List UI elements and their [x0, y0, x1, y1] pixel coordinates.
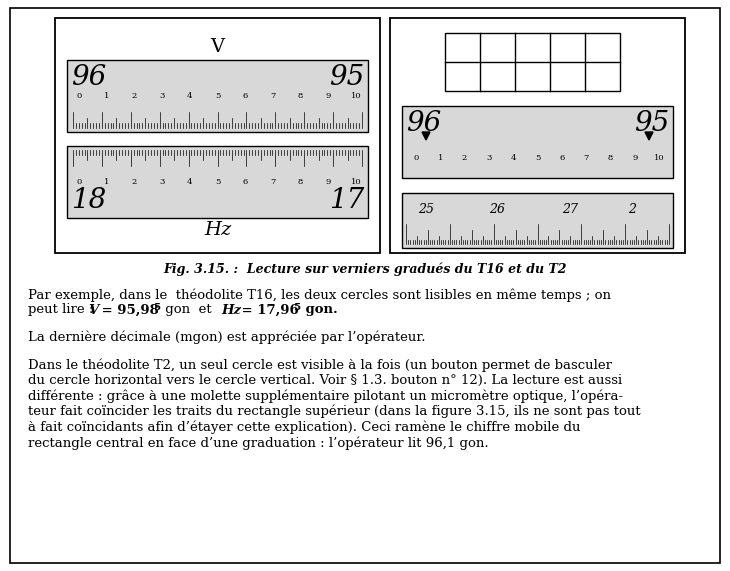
Bar: [67, 60, 368, 132]
Text: = 17,96: = 17,96: [237, 304, 299, 316]
Text: 6: 6: [242, 178, 247, 186]
Polygon shape: [422, 132, 430, 140]
Text: 3: 3: [159, 178, 165, 186]
Text: teur fait coïncider les traits du rectangle supérieur (dans la figure 3.15, ils : teur fait coïncider les traits du rectan…: [28, 405, 641, 419]
Text: différente : grâce à une molette supplémentaire pilotant un micromètre optique, : différente : grâce à une molette supplém…: [28, 389, 623, 403]
Text: 6: 6: [242, 92, 247, 100]
Text: 27: 27: [562, 203, 578, 216]
Bar: [445, 33, 620, 91]
Text: 95: 95: [328, 64, 364, 91]
Text: V: V: [210, 38, 225, 56]
Text: 9: 9: [326, 92, 331, 100]
Text: 95: 95: [634, 110, 669, 137]
Text: 96: 96: [406, 110, 441, 137]
Text: 0: 0: [77, 178, 82, 186]
Text: Fig. 3.15. :  Lecture sur verniers gradués du T16 et du T2: Fig. 3.15. : Lecture sur verniers gradué…: [164, 262, 566, 275]
Text: 5: 5: [293, 304, 300, 312]
Text: 8: 8: [298, 178, 303, 186]
Text: La dernière décimale (mgon) est appréciée par l’opérateur.: La dernière décimale (mgon) est apprécié…: [28, 331, 426, 344]
Text: 18: 18: [71, 187, 107, 214]
Text: 7: 7: [270, 178, 276, 186]
Text: 8: 8: [298, 92, 303, 100]
Text: 7: 7: [583, 154, 589, 162]
Text: 5: 5: [153, 304, 160, 312]
Text: 0: 0: [77, 92, 82, 100]
Text: peut lire :: peut lire :: [28, 304, 98, 316]
Text: 10: 10: [653, 154, 664, 162]
Text: 17: 17: [328, 187, 364, 214]
Text: 1: 1: [104, 92, 110, 100]
Bar: [67, 146, 368, 218]
Text: Dans le théodolite T2, un seul cercle est visible à la fois (un bouton permet de: Dans le théodolite T2, un seul cercle es…: [28, 359, 612, 372]
Text: 9: 9: [632, 154, 637, 162]
Text: 2: 2: [132, 178, 137, 186]
Bar: [402, 106, 673, 178]
Text: 6: 6: [559, 154, 564, 162]
Text: 0: 0: [413, 154, 418, 162]
Text: Par exemple, dans le  théodolite T16, les deux cercles sont lisibles en même tem: Par exemple, dans le théodolite T16, les…: [28, 288, 611, 301]
Text: gon.: gon.: [301, 304, 338, 316]
Text: 26: 26: [489, 203, 505, 216]
Bar: [402, 193, 673, 248]
Text: du cercle horizontal vers le cercle vertical. Voir § 1.3. bouton n° 12). La lect: du cercle horizontal vers le cercle vert…: [28, 374, 622, 387]
Text: 5: 5: [215, 92, 220, 100]
Text: Hz: Hz: [204, 221, 231, 239]
Text: à fait coïncidants afin d’étayer cette explication). Ceci ramène le chiffre mobi: à fait coïncidants afin d’étayer cette e…: [28, 420, 580, 434]
Text: 8: 8: [607, 154, 613, 162]
Text: = 95,98: = 95,98: [97, 304, 158, 316]
Text: rectangle central en face d’une graduation : l’opérateur lit 96,1 gon.: rectangle central en face d’une graduati…: [28, 436, 488, 449]
Text: 5: 5: [535, 154, 540, 162]
Text: 4: 4: [187, 92, 193, 100]
Text: 2: 2: [629, 203, 637, 216]
Text: 10: 10: [350, 92, 361, 100]
Text: 5: 5: [215, 178, 220, 186]
Text: 9: 9: [326, 178, 331, 186]
Text: 1: 1: [437, 154, 443, 162]
Text: 4: 4: [510, 154, 516, 162]
Text: 4: 4: [187, 178, 193, 186]
Polygon shape: [645, 132, 653, 140]
Text: 7: 7: [270, 92, 276, 100]
Text: 2: 2: [462, 154, 467, 162]
Text: 3: 3: [159, 92, 165, 100]
Bar: [55, 18, 380, 253]
Text: 3: 3: [486, 154, 491, 162]
Text: gon  et: gon et: [161, 304, 220, 316]
Bar: [390, 18, 685, 253]
Text: 25: 25: [418, 203, 434, 216]
Text: 10: 10: [350, 178, 361, 186]
Text: V: V: [88, 304, 99, 316]
Text: 96: 96: [71, 64, 107, 91]
Text: 2: 2: [132, 92, 137, 100]
Text: 1: 1: [104, 178, 110, 186]
Text: Hz: Hz: [221, 304, 241, 316]
